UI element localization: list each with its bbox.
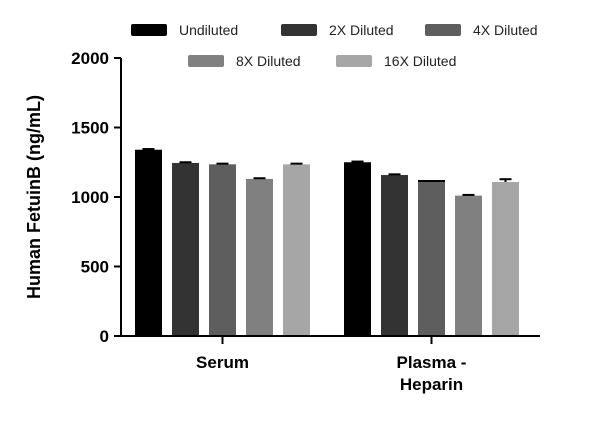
bar [283, 164, 310, 336]
bar [492, 181, 519, 336]
y-tick-label: 500 [81, 258, 109, 277]
x-tick-label: Plasma - [397, 353, 467, 372]
bar [209, 164, 236, 336]
bar [381, 175, 408, 336]
y-tick-label: 1000 [71, 188, 109, 207]
y-tick-label: 1500 [71, 119, 109, 138]
legend-swatch [131, 24, 167, 36]
y-tick-label: 2000 [71, 49, 109, 68]
legend-swatch [336, 55, 372, 67]
legend-swatch [425, 24, 461, 36]
legend-label: 4X Diluted [473, 22, 538, 38]
legend-swatch [281, 24, 317, 36]
x-tick-label: Serum [196, 353, 249, 372]
bar [418, 181, 445, 336]
bar [455, 195, 482, 336]
bars [135, 148, 519, 336]
legend: Undiluted 2X Diluted 4X Diluted 8X Diluted 1… [131, 22, 538, 69]
legend-label: 8X Diluted [236, 53, 301, 69]
x-axis: Serum Plasma - Heparin [121, 335, 540, 394]
legend-label: Undiluted [179, 22, 238, 38]
y-axis: 0 500 1000 1500 2000 [71, 49, 122, 346]
y-axis-title: Human FetuinB (ng/mL) [24, 95, 44, 299]
legend-label: 2X Diluted [329, 22, 394, 38]
x-tick-label: Heparin [400, 375, 463, 394]
legend-swatch [188, 55, 224, 67]
bar [344, 162, 371, 336]
bar [246, 178, 273, 336]
bar [172, 162, 199, 336]
legend-label: 16X Diluted [384, 53, 456, 69]
y-tick-label: 0 [100, 327, 109, 346]
bar [135, 149, 162, 336]
